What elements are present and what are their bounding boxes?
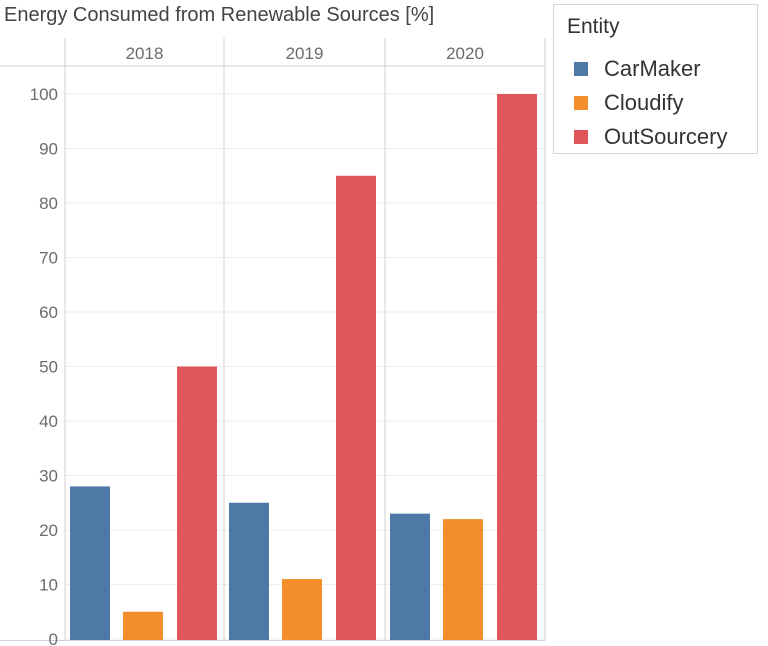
y-tick-label: 50 xyxy=(39,358,58,377)
legend-item-outsourcery[interactable]: OutSourcery xyxy=(574,123,728,151)
bar-outsourcery-2019 xyxy=(336,175,376,640)
legend-swatch-carmaker xyxy=(574,62,588,76)
y-tick-label: 90 xyxy=(39,140,58,159)
bar-carmaker-2018 xyxy=(70,486,110,640)
bar-cloudify-2020 xyxy=(443,519,483,640)
legend-item-cloudify[interactable]: Cloudify xyxy=(574,89,683,117)
chart-title: Energy Consumed from Renewable Sources [… xyxy=(4,4,435,26)
y-tick-label: 10 xyxy=(39,576,58,595)
y-tick-label: 70 xyxy=(39,249,58,268)
y-tick-label: 0 xyxy=(49,630,58,646)
y-tick-label: 40 xyxy=(39,412,58,431)
category-label: 2020 xyxy=(446,44,484,63)
bar-cloudify-2019 xyxy=(282,579,322,640)
y-tick-label: 60 xyxy=(39,303,58,322)
bar-carmaker-2019 xyxy=(229,502,269,640)
category-label: 2018 xyxy=(126,44,164,63)
bar-carmaker-2020 xyxy=(390,513,430,640)
legend: Entity CarMaker Cloudify OutSourcery xyxy=(553,4,758,154)
legend-label-carmaker: CarMaker xyxy=(604,56,701,81)
y-tick-label: 80 xyxy=(39,194,58,213)
legend-item-carmaker[interactable]: CarMaker xyxy=(574,55,701,83)
legend-label-outsourcery: OutSourcery xyxy=(604,124,728,149)
bar-cloudify-2018 xyxy=(123,611,163,640)
y-tick-label: 30 xyxy=(39,467,58,486)
category-label: 2019 xyxy=(286,44,324,63)
bar-outsourcery-2018 xyxy=(177,366,217,640)
legend-title: Entity xyxy=(567,15,620,38)
legend-swatch-outsourcery xyxy=(574,130,588,144)
y-tick-label: 20 xyxy=(39,521,58,540)
legend-label-cloudify: Cloudify xyxy=(604,90,684,115)
legend-swatch-cloudify xyxy=(574,96,588,110)
y-tick-label: 100 xyxy=(30,85,58,104)
bar-outsourcery-2020 xyxy=(497,94,537,640)
